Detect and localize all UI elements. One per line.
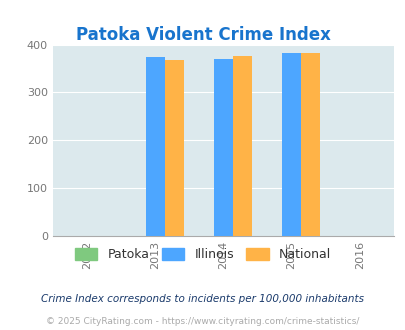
Bar bbox=[164, 60, 183, 236]
Bar bbox=[145, 57, 164, 236]
Bar bbox=[301, 53, 320, 236]
Text: Patoka Violent Crime Index: Patoka Violent Crime Index bbox=[75, 26, 330, 44]
Bar bbox=[281, 53, 301, 236]
Text: Crime Index corresponds to incidents per 100,000 inhabitants: Crime Index corresponds to incidents per… bbox=[41, 294, 364, 304]
Text: © 2025 CityRating.com - https://www.cityrating.com/crime-statistics/: © 2025 CityRating.com - https://www.city… bbox=[46, 317, 359, 326]
Bar bbox=[232, 56, 252, 236]
Legend: Patoka, Illinois, National: Patoka, Illinois, National bbox=[70, 243, 335, 266]
Bar bbox=[213, 59, 232, 236]
